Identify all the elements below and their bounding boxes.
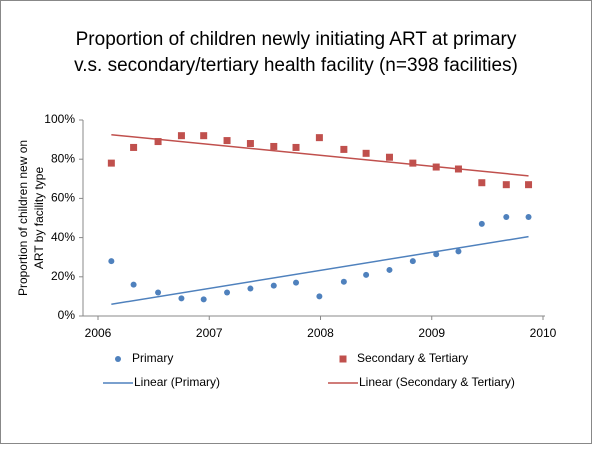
- point: [409, 159, 417, 167]
- point: [385, 153, 393, 161]
- point: [386, 266, 393, 273]
- x-tick-label: 2010: [530, 326, 557, 340]
- point: [223, 137, 231, 145]
- legend-label: Linear (Secondary & Tertiary): [359, 375, 515, 389]
- legend-label: Primary: [132, 351, 173, 365]
- y-tick-label: 80%: [51, 151, 75, 165]
- point: [200, 296, 207, 303]
- point: [247, 285, 254, 292]
- point: [178, 295, 185, 302]
- point: [154, 138, 162, 146]
- chart-title: Proportion of children newly initiating …: [76, 29, 517, 50]
- point: [503, 214, 510, 221]
- x-tick-label: 2008: [307, 326, 334, 340]
- point: [200, 132, 208, 140]
- x-tick-label: 2007: [196, 326, 223, 340]
- point: [130, 281, 137, 288]
- point: [108, 258, 115, 265]
- chart-title: v.s. secondary/tertiary health facility …: [74, 55, 518, 76]
- point: [433, 251, 440, 258]
- point: [409, 258, 416, 265]
- point: [478, 220, 485, 227]
- y-tick-label: 0%: [58, 308, 76, 322]
- point: [270, 142, 278, 150]
- point: [155, 289, 162, 296]
- point: [316, 293, 323, 300]
- point: [107, 159, 115, 167]
- point: [525, 214, 532, 221]
- point: [363, 271, 370, 278]
- point: [455, 248, 462, 255]
- legend-label: Secondary & Tertiary: [357, 351, 468, 365]
- point: [362, 149, 370, 157]
- point: [130, 143, 138, 151]
- point: [177, 132, 185, 140]
- point: [478, 179, 486, 187]
- y-tick-label: 40%: [51, 230, 75, 244]
- point: [293, 279, 300, 286]
- y-tick-label: 20%: [51, 269, 75, 283]
- point: [270, 282, 277, 289]
- y-tick-label: 60%: [51, 191, 75, 205]
- y-tick-label: 100%: [44, 112, 75, 126]
- trend-line: [111, 235, 529, 305]
- point: [315, 134, 323, 142]
- y-axis-label: ART by facility type: [32, 167, 46, 270]
- point: [246, 140, 254, 148]
- point: [502, 181, 510, 189]
- point: [340, 278, 347, 285]
- legend-label: Linear (Primary): [134, 375, 220, 389]
- x-tick-label: 2009: [418, 326, 445, 340]
- trend-line: [111, 133, 529, 177]
- point: [292, 143, 300, 151]
- point: [340, 145, 348, 153]
- y-axis-label: Proportion of children new on: [16, 140, 30, 296]
- legend-swatch: [115, 356, 121, 362]
- point: [224, 289, 231, 296]
- point: [525, 181, 533, 189]
- x-tick-label: 2006: [85, 326, 112, 340]
- legend-swatch: [339, 355, 347, 363]
